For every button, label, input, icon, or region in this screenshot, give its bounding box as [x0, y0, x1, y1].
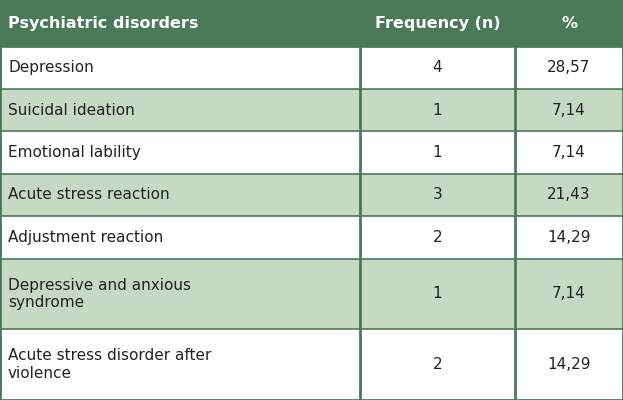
Bar — [360, 216, 515, 258]
Bar — [360, 329, 515, 400]
Bar — [360, 174, 515, 216]
Text: 7,14: 7,14 — [552, 286, 586, 302]
Text: Acute stress reaction: Acute stress reaction — [8, 188, 169, 202]
Text: Acute stress disorder after
violence: Acute stress disorder after violence — [8, 348, 211, 381]
Bar — [0, 174, 360, 216]
Text: Suicidal ideation: Suicidal ideation — [8, 103, 135, 118]
Text: Adjustment reaction: Adjustment reaction — [8, 230, 163, 245]
Bar — [515, 131, 623, 174]
Bar — [0, 131, 360, 174]
Text: 21,43: 21,43 — [547, 188, 591, 202]
Text: 14,29: 14,29 — [547, 230, 591, 245]
Bar — [0, 0, 360, 46]
Text: 1: 1 — [433, 286, 442, 302]
Bar — [515, 0, 623, 46]
Text: 28,57: 28,57 — [548, 60, 591, 75]
Text: 4: 4 — [433, 60, 442, 75]
Bar — [515, 46, 623, 89]
Text: Depressive and anxious
syndrome: Depressive and anxious syndrome — [8, 278, 191, 310]
Text: 7,14: 7,14 — [552, 145, 586, 160]
Bar — [360, 258, 515, 329]
Text: 2: 2 — [433, 230, 442, 245]
Text: 7,14: 7,14 — [552, 103, 586, 118]
Bar — [515, 258, 623, 329]
Text: 1: 1 — [433, 103, 442, 118]
Text: 3: 3 — [432, 188, 442, 202]
Text: %: % — [561, 16, 577, 31]
Bar — [360, 89, 515, 131]
Bar — [360, 46, 515, 89]
Text: 14,29: 14,29 — [547, 357, 591, 372]
Bar — [0, 46, 360, 89]
Bar — [360, 131, 515, 174]
Bar — [515, 329, 623, 400]
Text: Psychiatric disorders: Psychiatric disorders — [8, 16, 198, 31]
Text: 2: 2 — [433, 357, 442, 372]
Bar — [0, 258, 360, 329]
Text: Emotional lability: Emotional lability — [8, 145, 141, 160]
Bar — [0, 216, 360, 258]
Bar — [0, 89, 360, 131]
Bar — [515, 174, 623, 216]
Text: Depression: Depression — [8, 60, 93, 75]
Bar — [360, 0, 515, 46]
Bar — [515, 216, 623, 258]
Text: 1: 1 — [433, 145, 442, 160]
Bar — [0, 329, 360, 400]
Bar — [515, 89, 623, 131]
Text: Frequency (n): Frequency (n) — [374, 16, 500, 31]
